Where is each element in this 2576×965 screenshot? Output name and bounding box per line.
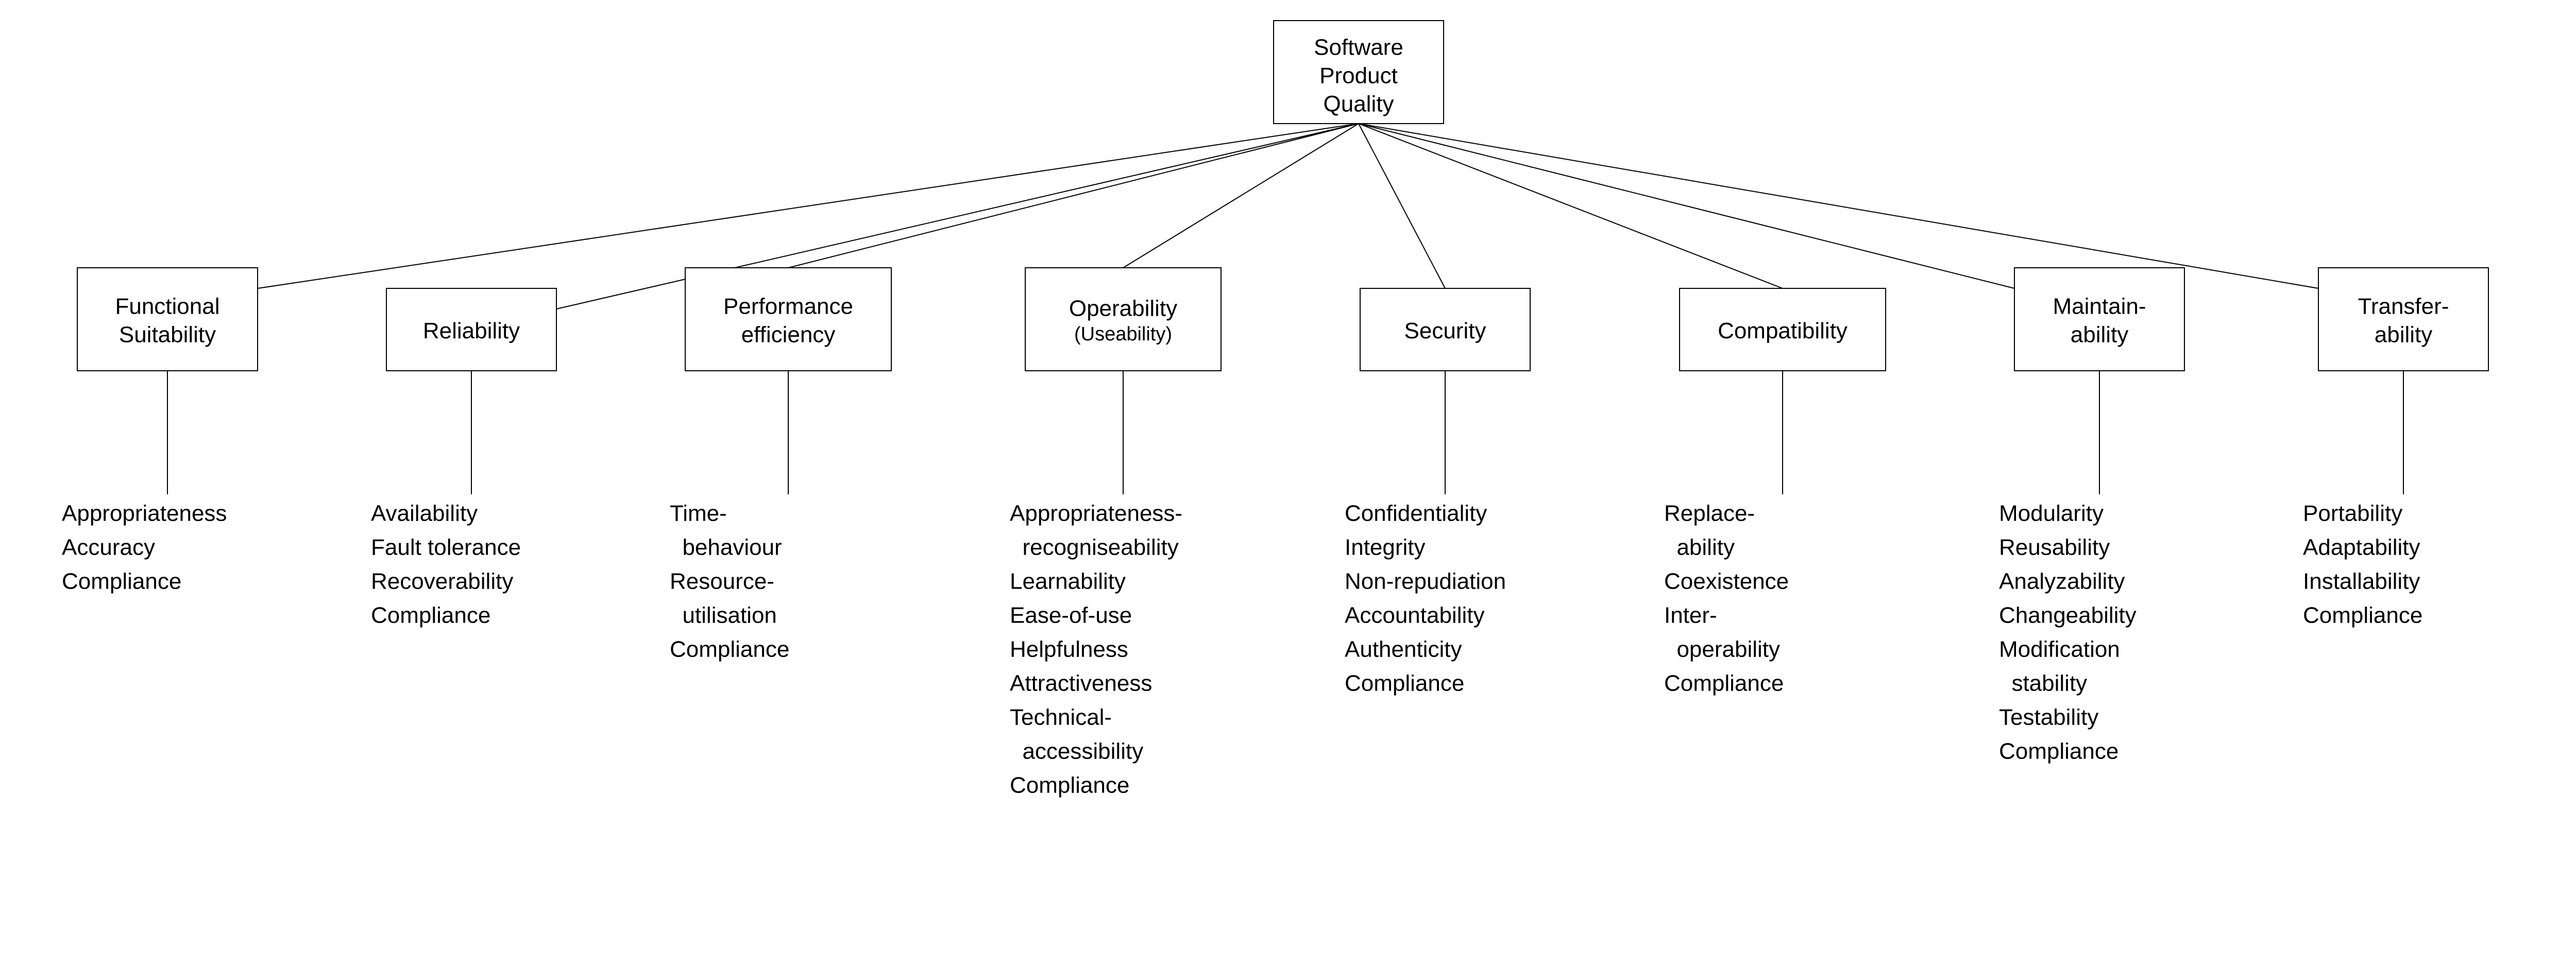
leaf-item: Modularity	[1999, 501, 2104, 526]
leaf-item: Attractiveness	[1010, 671, 1152, 696]
leaf-item: Appropriateness	[62, 501, 227, 526]
svg-text:ability: ability	[2375, 322, 2433, 348]
leaf-item: Compliance	[62, 569, 181, 594]
leaf-item: recogniseability	[1010, 535, 1179, 560]
leaf-item: Fault tolerance	[371, 535, 521, 560]
leaf-item: Portability	[2303, 501, 2402, 526]
leaf-item: accessibility	[1010, 739, 1143, 764]
svg-text:(Useability): (Useability)	[1074, 323, 1172, 345]
leaf-item: Recoverability	[371, 569, 513, 594]
leaf-item: Testability	[1999, 705, 2098, 730]
svg-text:Performance: Performance	[723, 294, 853, 319]
leaf-item: Compliance	[670, 637, 789, 662]
leaf-item: Replace-	[1664, 501, 1755, 526]
svg-text:Software: Software	[1314, 35, 1403, 60]
leaf-item: Installability	[2303, 569, 2420, 594]
svg-text:Suitability: Suitability	[119, 322, 216, 348]
category-performance-efficiency: Performance efficiency Time- behaviour Reso…	[670, 268, 891, 662]
leaf-item: Authenticity	[1345, 637, 1462, 662]
leaf-item: behaviour	[670, 535, 782, 560]
leaf-item: Compliance	[1664, 671, 1784, 696]
leaf-item: stability	[1999, 671, 2087, 696]
leaf-item: Resource-	[670, 569, 774, 594]
leaf-item: Availability	[371, 501, 478, 526]
leaf-item: Accountability	[1345, 603, 1484, 628]
leaf-item: Integrity	[1345, 535, 1426, 560]
svg-text:Transfer-: Transfer-	[2358, 294, 2449, 319]
svg-text:Compatibility: Compatibility	[1718, 318, 1848, 343]
leaf-item: Compliance	[1010, 773, 1129, 798]
category-reliability: Reliability Availability Fault tolerance Re…	[371, 288, 556, 628]
leaf-item: Time-	[670, 501, 727, 526]
quality-tree-diagram: Software Product Quality Functional Suitabil…	[0, 0, 2576, 965]
leaf-item: utilisation	[670, 603, 777, 628]
leaf-item: Confidentiality	[1345, 501, 1487, 526]
leaf-item: Ease-of-use	[1010, 603, 1132, 628]
svg-text:Reliability: Reliability	[423, 318, 520, 343]
leaf-item: Compliance	[371, 603, 490, 628]
category-functional-suitability: Functional Suitability Appropriateness Accu…	[62, 268, 258, 594]
leaf-item: Non-repudiation	[1345, 569, 1506, 594]
leaf-item: Reusability	[1999, 535, 2110, 560]
leaf-item: operability	[1664, 637, 1780, 662]
leaf-item: Analyzability	[1999, 569, 2125, 594]
root-node: Software Product Quality	[1274, 21, 1444, 124]
svg-text:Operability: Operability	[1069, 296, 1177, 321]
svg-text:Product: Product	[1319, 63, 1398, 89]
leaf-item: Modification	[1999, 637, 2120, 662]
category-security: Security Confidentiality Integrity Non-repu…	[1345, 288, 1530, 696]
leaf-item: Learnability	[1010, 569, 1126, 594]
leaf-item: Coexistence	[1664, 569, 1789, 594]
leaf-item: Adaptability	[2303, 535, 2420, 560]
leaf-item: Appropriateness-	[1010, 501, 1182, 526]
category-operability: Operability(Useability)Appropriateness- …	[1010, 268, 1221, 798]
leaf-item: Inter-	[1664, 603, 1717, 628]
category-maintainability: Maintain-ability Modularity Reusability Ana…	[1999, 268, 2184, 764]
svg-text:Maintain-: Maintain-	[2053, 294, 2146, 319]
category-transferability: Transfer-ability Portability Adaptability I…	[2303, 268, 2488, 628]
category-compatibility: Compatibility Replace- ability Coexistence…	[1664, 288, 1886, 696]
svg-text:Security: Security	[1404, 318, 1486, 343]
leaf-item: Compliance	[2303, 603, 2422, 628]
svg-text:Functional: Functional	[115, 294, 219, 319]
leaf-item: Compliance	[1999, 739, 2119, 764]
svg-text:efficiency: efficiency	[741, 322, 836, 348]
leaf-item: Technical-	[1010, 705, 1112, 730]
leaf-item: Compliance	[1345, 671, 1464, 696]
leaf-item: ability	[1664, 535, 1735, 560]
leaf-item: Changeability	[1999, 603, 2137, 628]
leaf-item: Helpfulness	[1010, 637, 1128, 662]
svg-text:Quality: Quality	[1324, 92, 1394, 117]
svg-text:ability: ability	[2071, 322, 2129, 348]
leaf-item: Accuracy	[62, 535, 155, 560]
